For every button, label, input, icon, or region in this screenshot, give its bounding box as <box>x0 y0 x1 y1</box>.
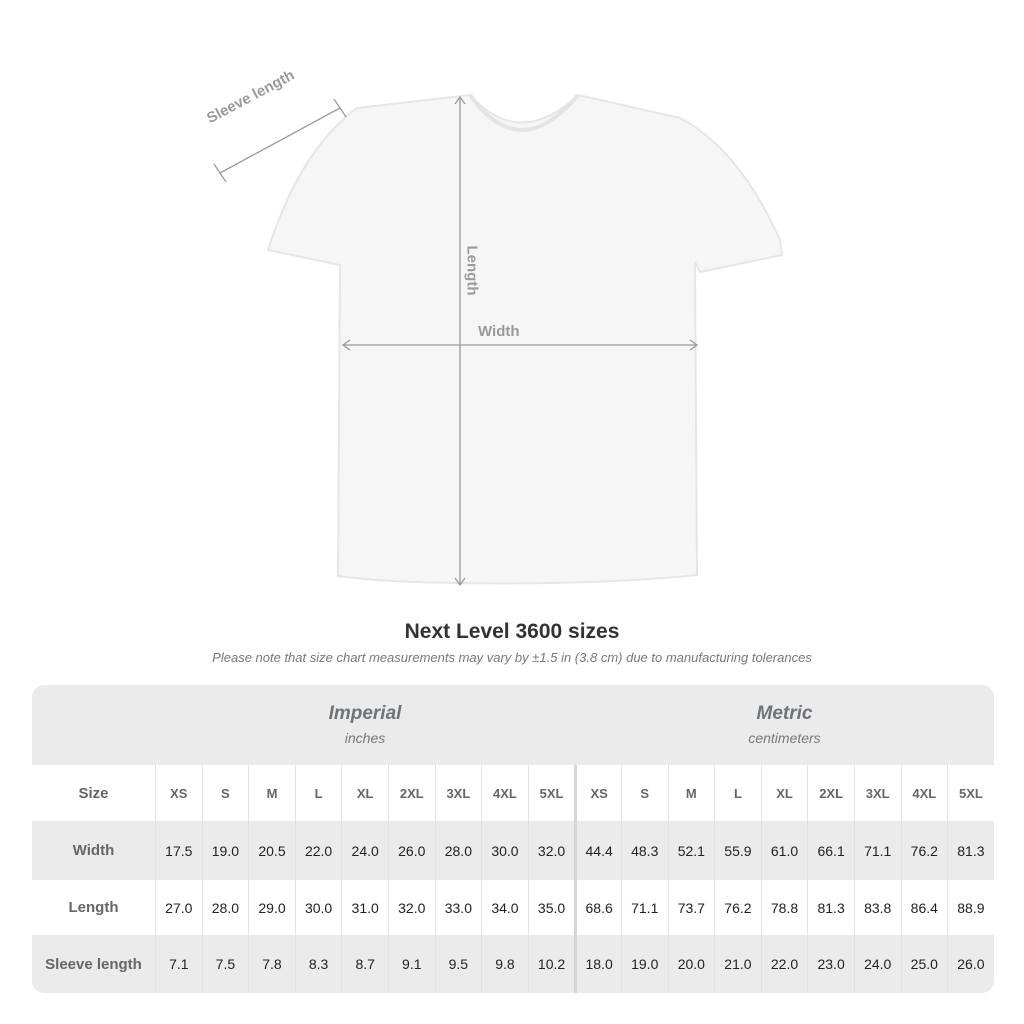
imperial-cell: 32.0 <box>387 880 435 935</box>
size-cell: XS <box>574 765 621 821</box>
tolerance-note: Please note that size chart measurements… <box>212 650 812 665</box>
size-cell: S <box>201 765 249 821</box>
size-cell: M <box>248 765 295 821</box>
width-label: Width <box>478 323 520 340</box>
metric-cell: 21.0 <box>714 935 761 993</box>
size-cell: 4XL <box>481 765 528 821</box>
imperial-cell: 7.5 <box>201 935 249 993</box>
size-cell: 4XL <box>900 765 948 821</box>
imperial-cell: 33.0 <box>434 880 482 935</box>
size-cell: L <box>294 765 342 821</box>
metric-cell: 88.9 <box>947 880 994 935</box>
metric-cell: 55.9 <box>714 821 761 880</box>
imperial-cell: 9.5 <box>434 935 482 993</box>
metric-cell: 19.0 <box>620 935 668 993</box>
metric-cell: 86.4 <box>900 880 948 935</box>
imperial-cell: 26.0 <box>387 821 435 880</box>
imperial-cell: 28.0 <box>201 880 249 935</box>
imperial-cell: 22.0 <box>294 821 342 880</box>
size-cell: XS <box>155 765 202 821</box>
measurement-lines <box>213 95 699 587</box>
imperial-cell: 7.1 <box>155 935 202 993</box>
imperial-cell: 28.0 <box>434 821 482 880</box>
size-header-row: Size XS S M L XL 2XL 3XL 4XL 5XL XS S M L XL 2XL 3XL 4XL 5… <box>32 765 994 821</box>
imperial-cell: 7.8 <box>248 935 295 993</box>
size-cell: 2XL <box>387 765 435 821</box>
size-cell: XL <box>341 765 388 821</box>
metric-cell: 71.1 <box>620 880 668 935</box>
metric-cell: 22.0 <box>760 935 808 993</box>
metric-cell: 73.7 <box>667 880 715 935</box>
size-cell: 5XL <box>527 765 575 821</box>
size-cell: 5XL <box>947 765 994 821</box>
imperial-cell: 9.8 <box>481 935 528 993</box>
row-label: Width <box>72 842 115 859</box>
size-cell: M <box>667 765 715 821</box>
metric-cell: 48.3 <box>620 821 668 880</box>
imperial-header: Imperial inches <box>328 703 402 746</box>
table-row: Width 17.5 19.0 20.5 22.0 24.0 26.0 28.0 30.0 32.… <box>32 821 994 880</box>
metric-cell: 81.3 <box>947 821 994 880</box>
metric-cell: 44.4 <box>574 821 621 880</box>
size-cell: S <box>620 765 668 821</box>
tshirt-diagram <box>213 93 784 587</box>
row-label: Sleeve length <box>45 955 142 973</box>
metric-cell: 24.0 <box>853 935 901 993</box>
metric-cell: 52.1 <box>667 821 715 880</box>
size-cell: 3XL <box>853 765 901 821</box>
imperial-cell: 32.0 <box>527 821 575 880</box>
metric-header: Metric centimeters <box>748 703 821 746</box>
imperial-cell: 8.7 <box>341 935 388 993</box>
table-row: Length 27.0 28.0 29.0 30.0 31.0 32.0 33.0 34.0 35… <box>32 880 994 935</box>
imperial-cell: 10.2 <box>527 935 575 993</box>
metric-cell: 78.8 <box>760 880 808 935</box>
metric-cell: 76.2 <box>900 821 948 880</box>
imperial-cell: 17.5 <box>155 821 202 880</box>
imperial-cell: 30.0 <box>481 821 528 880</box>
imperial-cell: 9.1 <box>387 935 435 993</box>
size-cell: XL <box>760 765 808 821</box>
table-row: Sleeve length 7.1 7.5 7.8 8.3 8.7 9.1 9.5 9.8 10.… <box>32 935 994 993</box>
metric-cell: 18.0 <box>574 935 621 993</box>
metric-cell: 61.0 <box>760 821 808 880</box>
metric-cell: 26.0 <box>947 935 994 993</box>
metric-cell: 23.0 <box>807 935 854 993</box>
row-label: Size <box>78 784 109 802</box>
imperial-cell: 31.0 <box>341 880 388 935</box>
imperial-cell: 8.3 <box>294 935 342 993</box>
imperial-cell: 29.0 <box>248 880 295 935</box>
imperial-cell: 34.0 <box>481 880 528 935</box>
metric-cell: 20.0 <box>667 935 715 993</box>
row-label: Length <box>68 899 119 916</box>
metric-cell: 71.1 <box>853 821 901 880</box>
size-cell: 2XL <box>807 765 854 821</box>
length-label: Length <box>463 245 481 296</box>
imperial-cell: 24.0 <box>341 821 388 880</box>
imperial-cell: 27.0 <box>155 880 202 935</box>
tshirt-shape <box>266 93 784 585</box>
imperial-cell: 20.5 <box>248 821 295 880</box>
size-cell: L <box>714 765 761 821</box>
imperial-cell: 30.0 <box>294 880 342 935</box>
page-title: Next Level 3600 sizes <box>404 620 620 643</box>
metric-cell: 66.1 <box>807 821 854 880</box>
metric-cell: 76.2 <box>714 880 761 935</box>
metric-cell: 83.8 <box>853 880 901 935</box>
metric-cell: 81.3 <box>807 880 854 935</box>
imperial-cell: 19.0 <box>201 821 249 880</box>
size-cell: 3XL <box>434 765 482 821</box>
imperial-cell: 35.0 <box>527 880 575 935</box>
metric-cell: 68.6 <box>574 880 621 935</box>
size-table: Imperial inches Metric centimeters Size X… <box>32 685 994 993</box>
metric-cell: 25.0 <box>900 935 948 993</box>
